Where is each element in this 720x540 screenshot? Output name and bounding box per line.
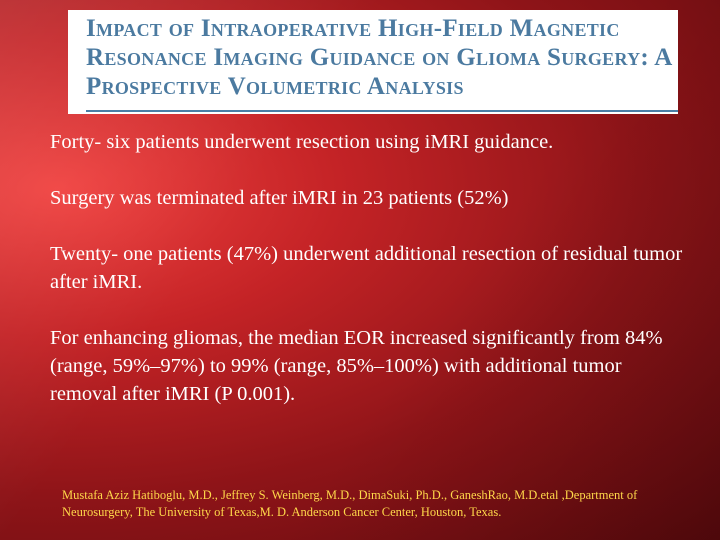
- paragraph-enhancing-gliomas: For enhancing gliomas, the median EOR in…: [50, 327, 663, 405]
- paragraph-terminated: Surgery was terminated after iMRI in 23 …: [50, 187, 509, 209]
- title-banner: Impact of Intraoperative High-Field Magn…: [68, 10, 678, 114]
- slide-body: Forty- six patients underwent resection …: [50, 128, 690, 408]
- citation-text: Mustafa Aziz Hatiboglu, M.D., Jeffrey S.…: [62, 488, 638, 519]
- title-underline: [86, 110, 678, 112]
- paragraph-patients: Forty- six patients underwent resection …: [50, 131, 554, 153]
- paragraph-additional-resection: Twenty- one patients (47%) underwent add…: [50, 243, 683, 293]
- slide-title: Impact of Intraoperative High-Field Magn…: [86, 15, 672, 100]
